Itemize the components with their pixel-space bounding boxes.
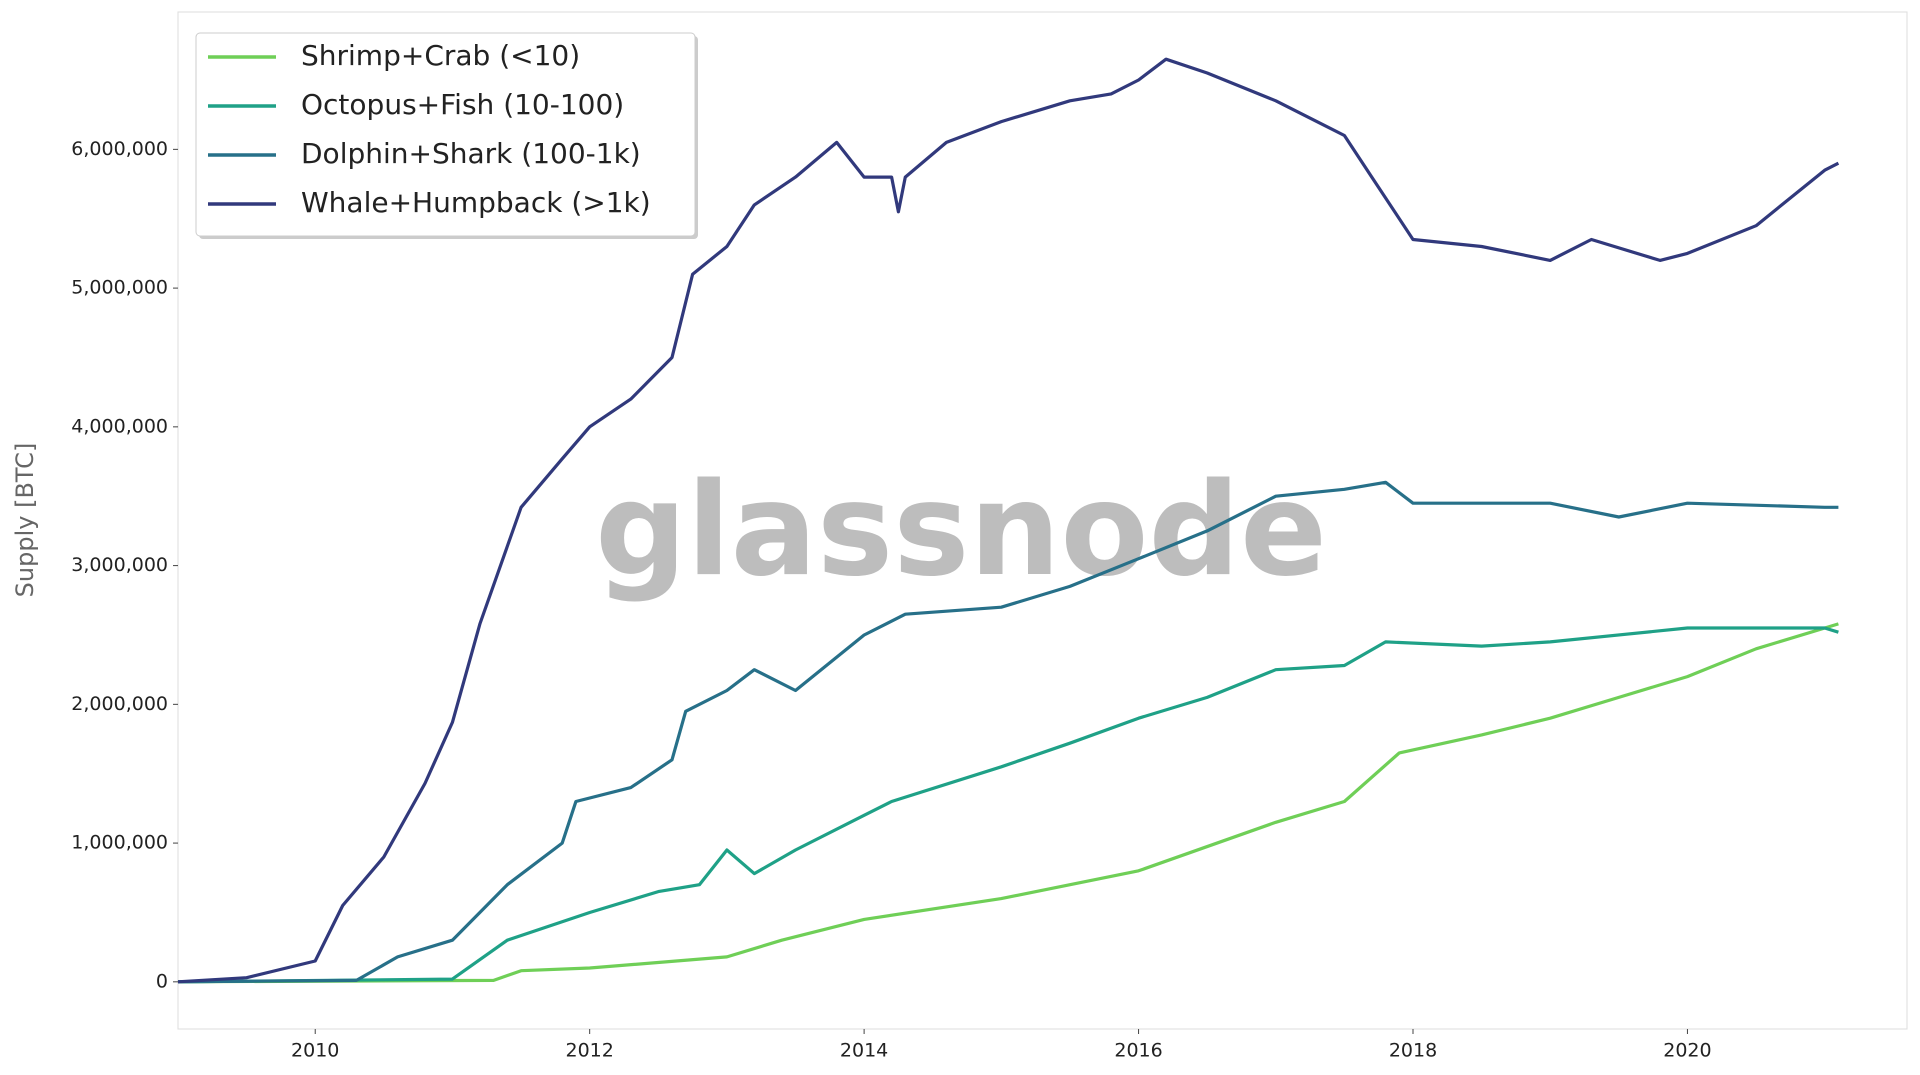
series-line bbox=[177, 57, 1840, 984]
y-tick-label: 6,000,000 bbox=[71, 138, 168, 160]
y-axis-label: Supply [BTC] bbox=[11, 443, 39, 598]
legend-label: Dolphin+Shark (100-1k) bbox=[301, 137, 641, 170]
series-line bbox=[177, 626, 1839, 984]
y-tick-label: 0 bbox=[156, 970, 168, 992]
x-tick-label: 2014 bbox=[840, 1040, 888, 1062]
legend-box bbox=[195, 32, 696, 237]
x-tick-label: 2020 bbox=[1663, 1040, 1711, 1062]
legend-label: Octopus+Fish (10-100) bbox=[301, 88, 624, 121]
y-tick-label: 2,000,000 bbox=[71, 693, 168, 715]
y-tick-label: 5,000,000 bbox=[71, 277, 168, 299]
x-tick-label: 2010 bbox=[291, 1040, 339, 1062]
watermark: glassnode bbox=[595, 456, 1327, 605]
x-tick-label: 2016 bbox=[1114, 1040, 1162, 1062]
x-tick-label: 2018 bbox=[1389, 1040, 1437, 1062]
x-tick-label: 2012 bbox=[565, 1040, 613, 1062]
series-line bbox=[177, 480, 1839, 984]
series-line bbox=[177, 622, 1839, 984]
legend-label: Whale+Humpback (>1k) bbox=[301, 186, 651, 219]
legend: Shrimp+Crab (<10) Octopus+Fish (10-100) Do… bbox=[195, 32, 698, 239]
y-tick-label: 4,000,000 bbox=[71, 415, 168, 437]
plot-frame bbox=[177, 11, 1908, 1030]
y-tick-label: 3,000,000 bbox=[71, 554, 168, 576]
legend-label: Shrimp+Crab (<10) bbox=[301, 39, 580, 72]
y-tick-label: 1,000,000 bbox=[71, 832, 168, 854]
